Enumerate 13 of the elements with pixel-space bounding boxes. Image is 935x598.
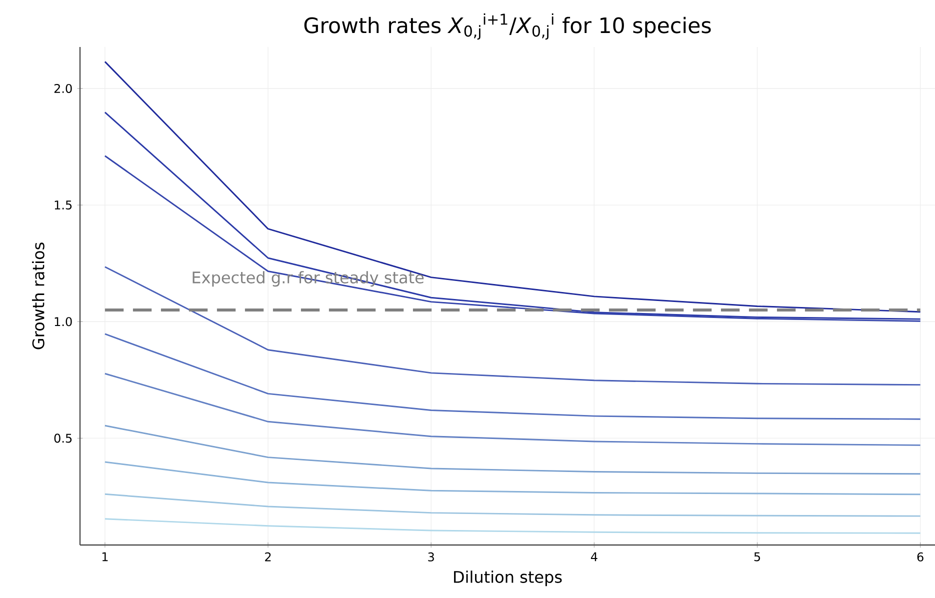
x-tick-label: 3 xyxy=(428,552,434,562)
y-tick-label: 1.0 xyxy=(54,317,72,326)
y-tick-label: 1.5 xyxy=(54,200,72,210)
y-tick-label: 2.0 xyxy=(54,84,72,94)
y-axis-title: Growth ratios xyxy=(32,242,44,350)
x-tick-label: 5 xyxy=(754,552,760,562)
x-tick-label: 4 xyxy=(590,552,598,562)
x-tick-label: 6 xyxy=(917,552,924,562)
x-tick-label: 2 xyxy=(265,552,271,562)
x-axis-title: Dilution steps xyxy=(454,570,562,586)
y-tick-label: 0.5 xyxy=(54,434,72,443)
x-tick-label: 1 xyxy=(102,552,108,562)
chart-title: Growth rates X$_{0,j}$$^{i+1}$/X$_{0,j}$$^{i}$ for 10 species xyxy=(304,13,711,40)
